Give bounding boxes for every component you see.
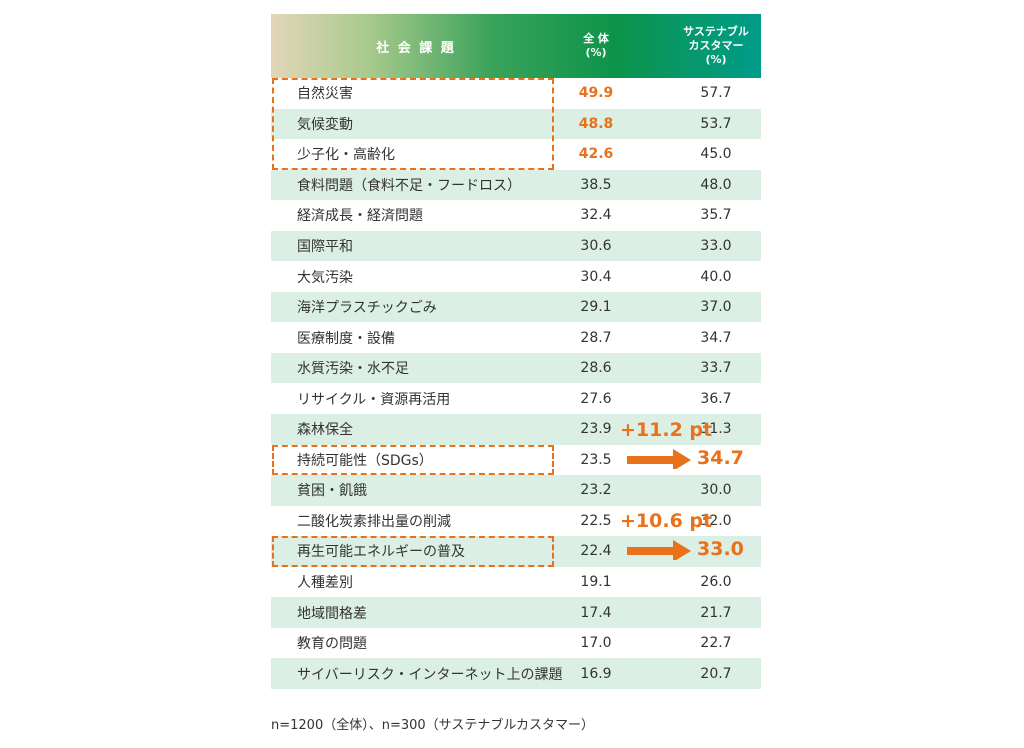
right-arrow-icon (627, 540, 691, 561)
issue-label: 経済成長・経済問題 (297, 208, 423, 225)
highlighted-sustainable-value: 33.0 (697, 538, 744, 561)
difference-label: +11.2 pt (620, 418, 713, 441)
table-row: 二酸化炭素排出量の削減 22.5 32.0 (271, 506, 761, 537)
table-row: 持続可能性（SDGs） 23.5 (271, 445, 761, 476)
table-row: 気候変動 48.8 53.7 (271, 108, 761, 140)
issue-label: 再生可能エネルギーの普及 (297, 544, 465, 561)
overall-value: 30.4 (580, 268, 612, 285)
header-overall: 全 体 (%) (561, 14, 631, 78)
table-row: 少子化・高齢化 42.6 45.0 (271, 139, 761, 170)
issue-label: 教育の問題 (297, 636, 367, 653)
overall-value: 48.8 (578, 115, 614, 132)
table-row: 食料問題（食料不足・フードロス） 38.5 48.0 (271, 169, 761, 201)
table-row: 医療制度・設備 28.7 34.7 (271, 322, 761, 353)
sustainable-value: 22.7 (700, 635, 732, 652)
issue-label: 国際平和 (297, 239, 353, 255)
sustainable-value: 48.0 (700, 176, 732, 193)
issue-label: 気候変動 (297, 116, 353, 133)
issue-label: 水質汚染・水不足 (297, 361, 409, 378)
overall-value: 27.6 (580, 390, 612, 407)
header-sustainable: サステナブル カスタマー (%) (656, 14, 776, 78)
table-header: 社 会 課 題 全 体 (%) サステナブル カスタマー (%) (271, 14, 761, 78)
issue-label: 食料問題（食料不足・フードロス） (297, 177, 521, 194)
header-issue: 社 会 課 題 (376, 40, 456, 56)
sustainable-value: 40.0 (700, 268, 732, 285)
sustainable-value: 35.7 (700, 207, 732, 224)
sample-size-note: n=1200（全体）、n=300（サステナブルカスタマー） (271, 718, 595, 733)
issue-label: 人種差別 (297, 575, 353, 592)
overall-value: 38.5 (580, 176, 612, 193)
table-row: 地域間格差 17.4 21.7 (271, 597, 761, 628)
table-row: 水質汚染・水不足 28.6 33.7 (271, 352, 761, 384)
sustainable-value: 26.0 (700, 574, 732, 591)
issue-label: 自然災害 (297, 86, 353, 103)
header-sustainable-unit: (%) (705, 53, 727, 66)
sustainable-value: 30.0 (700, 482, 732, 499)
overall-value: 22.5 (580, 512, 612, 529)
overall-value: 23.9 (580, 421, 612, 438)
header-sustainable-label-1: サステナブル (683, 25, 749, 38)
header-sustainable-label-2: カスタマー (688, 39, 744, 52)
issue-label: 医療制度・設備 (297, 330, 395, 347)
issue-label: サイバーリスク・インターネット上の課題 (297, 666, 563, 683)
sustainable-value: 33.7 (700, 360, 732, 377)
table-row: 教育の問題 17.0 22.7 (271, 628, 761, 659)
header-overall-unit: (%) (585, 46, 607, 59)
table-row: リサイクル・資源再活用 27.6 36.7 (271, 383, 761, 414)
overall-value: 16.9 (580, 665, 612, 682)
issue-label: 貧困・飢餓 (297, 483, 367, 500)
overall-value: 22.4 (580, 543, 612, 560)
table-row: 人種差別 19.1 26.0 (271, 567, 761, 598)
table-row: 経済成長・経済問題 32.4 35.7 (271, 200, 761, 231)
table-row: 自然災害 49.9 57.7 (271, 78, 761, 109)
table-row: 海洋プラスチックごみ 29.1 37.0 (271, 291, 761, 323)
overall-value: 42.6 (578, 146, 614, 163)
table-row: 国際平和 30.6 33.0 (271, 230, 761, 262)
overall-value: 28.6 (580, 360, 612, 377)
overall-value: 17.0 (580, 635, 612, 652)
sustainable-value: 37.0 (700, 299, 732, 316)
header-overall-label: 全 体 (583, 32, 609, 45)
issue-label: 森林保全 (297, 422, 353, 439)
sustainable-value: 33.0 (700, 238, 732, 254)
table-row: 大気汚染 30.4 40.0 (271, 261, 761, 292)
sustainable-value: 31.3 (700, 421, 732, 438)
table-row: 貧困・飢餓 23.2 30.0 (271, 475, 761, 506)
issue-label: 海洋プラスチックごみ (297, 300, 437, 317)
sustainable-value: 53.7 (700, 115, 732, 132)
overall-value: 28.7 (580, 329, 612, 346)
table-row: サイバーリスク・インターネット上の課題 16.9 20.7 (271, 658, 761, 689)
overall-value: 23.5 (580, 451, 612, 468)
issue-label: 二酸化炭素排出量の削減 (297, 513, 451, 530)
sustainable-value: 36.7 (700, 390, 732, 407)
sustainable-value: 21.7 (700, 604, 732, 621)
sustainable-value: 57.7 (700, 85, 732, 102)
issue-label: 持続可能性（SDGs） (297, 452, 433, 469)
highlighted-sustainable-value: 34.7 (697, 446, 744, 469)
overall-value: 19.1 (580, 574, 612, 591)
issue-label: 少子化・高齢化 (297, 147, 395, 164)
overall-value: 30.6 (580, 238, 612, 254)
issue-label: リサイクル・資源再活用 (297, 391, 451, 408)
table-body: 自然災害 49.9 57.7 気候変動 48.8 53.7 少子化・高齢化 42.6 45.0 食… (271, 78, 761, 689)
sustainable-value: 32.0 (700, 512, 732, 529)
overall-value: 23.2 (580, 482, 612, 499)
issue-label: 大気汚染 (297, 269, 353, 286)
difference-label: +10.6 pt (620, 510, 713, 533)
issue-label: 地域間格差 (297, 605, 367, 622)
sustainable-value: 20.7 (700, 665, 732, 682)
overall-value: 49.9 (578, 85, 614, 102)
table-row: 森林保全 23.9 31.3 (271, 414, 761, 445)
survey-table: 社 会 課 題 全 体 (%) サステナブル カスタマー (%) 自然災害 49.… (271, 14, 761, 689)
right-arrow-icon (627, 448, 691, 469)
overall-value: 17.4 (580, 604, 612, 621)
overall-value: 32.4 (580, 207, 612, 224)
sustainable-value: 45.0 (700, 146, 732, 163)
sustainable-value: 34.7 (700, 329, 732, 346)
overall-value: 29.1 (580, 299, 612, 316)
